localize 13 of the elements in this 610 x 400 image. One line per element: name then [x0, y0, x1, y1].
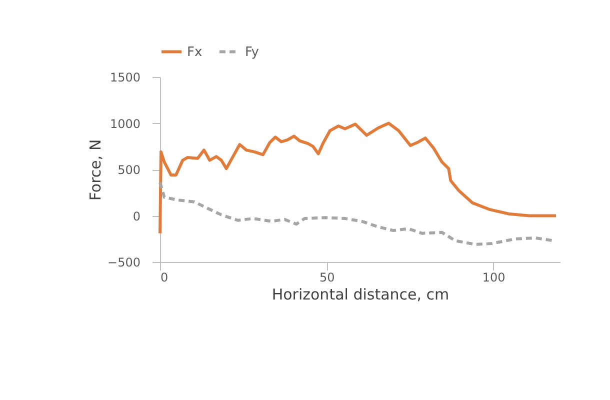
x-tick-label: 100: [482, 270, 506, 284]
legend-label: Fy: [245, 44, 260, 60]
y-axis-title: Force, N: [86, 139, 105, 201]
line-series: [158, 122, 558, 235]
legend-label: Fx: [187, 44, 202, 60]
x-tick-label: 50: [320, 270, 335, 284]
y-tick-label: 1500: [110, 70, 140, 84]
y-tick-label: −500: [108, 256, 140, 270]
x-tick-label: 0: [160, 270, 168, 284]
y-tick-label: 500: [118, 163, 140, 177]
y-tick-label: 0: [132, 209, 140, 224]
y-tick-label: 1000: [110, 116, 140, 131]
x-axis-title: Horizontal distance, cm: [272, 286, 450, 304]
